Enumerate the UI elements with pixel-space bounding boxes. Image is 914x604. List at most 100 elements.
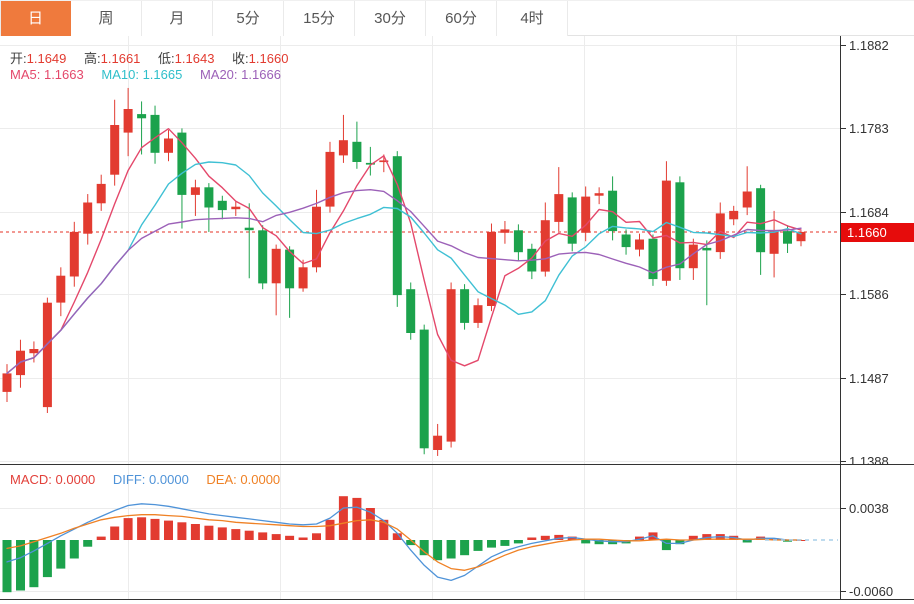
macd-bar <box>487 540 496 548</box>
current-price-tag: 1.1660 <box>841 223 914 242</box>
tab-4时[interactable]: 4时 <box>497 1 568 36</box>
candle-body <box>29 349 39 354</box>
macd-bar <box>769 538 779 540</box>
candle-body <box>621 234 631 248</box>
candle-body <box>42 302 52 408</box>
diff-line <box>6 503 802 582</box>
candle-body <box>460 289 470 323</box>
macd-bar <box>312 533 321 540</box>
candle-body <box>661 180 671 281</box>
macd-bar <box>137 517 147 540</box>
macd-bar <box>16 540 25 591</box>
tab-15分[interactable]: 15分 <box>284 1 355 36</box>
candle-body <box>446 289 456 442</box>
macd-bar <box>123 518 133 540</box>
macd-chart[interactable]: 0.0038 -0.0060 <box>0 465 914 604</box>
macd-bar <box>271 534 281 540</box>
candle-body <box>271 248 281 284</box>
candle-body <box>688 244 698 269</box>
candles-layer <box>2 87 806 456</box>
tab-60分[interactable]: 60分 <box>426 1 497 36</box>
candle-body <box>540 220 550 272</box>
candle-body <box>581 196 591 233</box>
candle-body <box>608 190 618 232</box>
candle-body <box>365 162 375 165</box>
macd-bar <box>675 540 685 545</box>
candle-body <box>554 194 564 222</box>
candle-body <box>338 140 348 156</box>
y-axis-label: 1.1882 <box>849 38 889 53</box>
macd-bar <box>258 532 268 540</box>
candle-body <box>419 329 429 449</box>
ma20-line <box>6 188 802 375</box>
macd-bar <box>244 530 254 540</box>
candle-body <box>648 238 658 280</box>
macd-bar <box>594 540 604 545</box>
candle-body <box>96 183 106 204</box>
tab-日[interactable]: 日 <box>0 1 71 36</box>
macd-bar <box>419 540 429 556</box>
candle-body <box>352 141 362 162</box>
chart-area: 1.1882 1.1783 1.1684 1.1586 1.1487 1.1388 0.0… <box>0 36 914 604</box>
candle-body <box>635 239 644 250</box>
candle-body <box>392 156 402 296</box>
candle-body <box>729 210 739 220</box>
candle-body <box>56 275 66 303</box>
macd-bar <box>164 520 173 540</box>
macd-bar <box>69 540 79 559</box>
macd-bar <box>2 540 12 593</box>
macd-bar <box>661 540 671 551</box>
macd-bar <box>150 518 160 540</box>
candle-body <box>258 230 268 284</box>
macd-bar <box>177 522 187 540</box>
candle-body <box>177 132 187 195</box>
y-axis-label: 1.1684 <box>849 205 889 220</box>
tab-周[interactable]: 周 <box>71 1 142 36</box>
macd-bar <box>433 540 443 561</box>
candle-body <box>2 373 12 392</box>
macd-bar <box>338 496 348 540</box>
tab-5分[interactable]: 5分 <box>213 1 284 36</box>
macd-bar <box>285 535 295 540</box>
candle-body <box>150 114 160 153</box>
candle-body <box>433 435 443 450</box>
candle-body <box>123 109 133 133</box>
macd-bar <box>217 527 227 540</box>
y-axis-label: 1.1487 <box>849 371 889 386</box>
ma10-line <box>6 161 802 375</box>
macd-bar <box>473 540 483 551</box>
macd-bar <box>554 534 564 540</box>
candle-body <box>190 187 200 195</box>
macd-bar <box>742 540 752 543</box>
macd-bar <box>567 536 577 540</box>
candle-body <box>567 197 577 244</box>
candle-body <box>69 231 79 277</box>
candle-body <box>769 231 779 254</box>
y-axis-label: 1.1783 <box>849 121 889 136</box>
y-axis-label: 1.1388 <box>849 454 889 465</box>
macd-bar <box>110 526 120 540</box>
candle-body <box>312 206 321 268</box>
tab-月[interactable]: 月 <box>142 1 213 36</box>
candle-body <box>473 305 483 323</box>
period-tabbar: 日周月 5分 15分 30分 60分 4时 <box>0 0 914 36</box>
macd-bar <box>635 536 644 540</box>
candle-body <box>217 200 227 211</box>
candle-body <box>796 231 806 242</box>
candle-body <box>110 125 120 175</box>
candle-body <box>756 188 766 253</box>
tab-30分[interactable]: 30分 <box>355 1 426 36</box>
y-axis-label: 1.1586 <box>849 287 889 302</box>
candle-body <box>285 249 295 289</box>
candlestick-chart[interactable]: 1.1882 1.1783 1.1684 1.1586 1.1487 1.1388 <box>0 36 914 465</box>
candle-body <box>406 289 416 333</box>
macd-bar <box>527 537 537 540</box>
macd-bar <box>540 535 550 540</box>
candle-body <box>298 267 308 289</box>
candle-body <box>244 227 254 231</box>
dea-line <box>6 514 802 571</box>
candle-body <box>231 206 241 210</box>
candle-body <box>702 247 712 251</box>
macd-bar <box>83 540 93 547</box>
candle-body <box>513 230 523 253</box>
